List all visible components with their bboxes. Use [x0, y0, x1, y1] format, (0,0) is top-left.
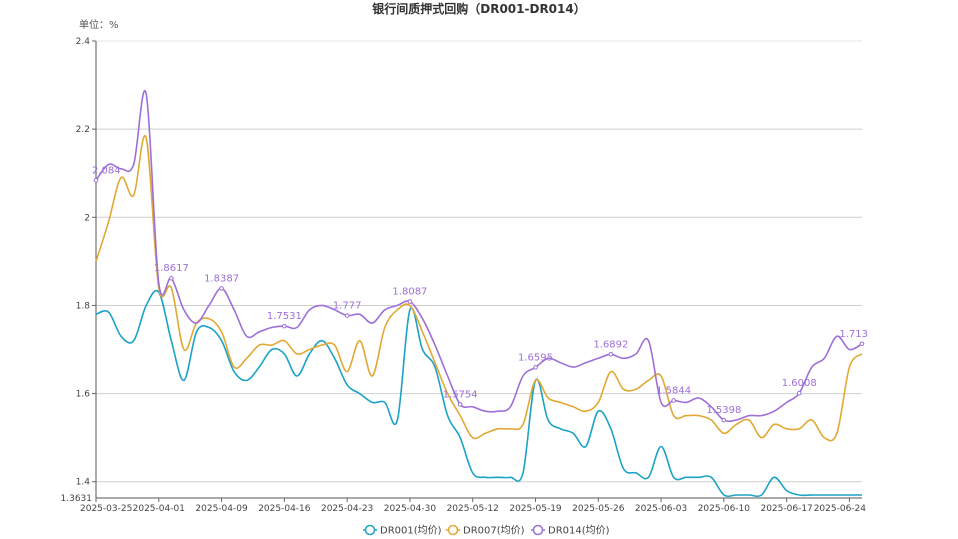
data-label: 2.084: [92, 165, 121, 176]
data-point-marker: [533, 365, 538, 370]
data-label: 1.6008: [782, 378, 817, 389]
x-tick-label: 2025-04-16: [258, 504, 311, 514]
legend-label: DR007(均价): [463, 525, 525, 537]
grid-lines: [96, 40, 862, 483]
data-point-marker: [671, 398, 676, 403]
legend-item-1[interactable]: DR001(均价): [363, 525, 442, 537]
series-line-3: [95, 89, 863, 423]
x-tick-label: 2025-05-26: [572, 504, 625, 514]
data-label: 1.5754: [443, 389, 478, 400]
y-tick-label: 1.4: [76, 478, 91, 488]
y-tick-label: 1.6: [76, 390, 91, 400]
data-point-marker: [282, 323, 287, 329]
unit-label: 单位：%: [79, 18, 119, 31]
x-tick-label: 2025-04-30: [384, 504, 437, 514]
x-tick-label: 2025-06-24: [814, 504, 867, 514]
data-label: 1.6595: [518, 352, 553, 363]
data-label: 1.6892: [593, 339, 628, 350]
legend-marker: [447, 524, 459, 536]
data-point-marker: [93, 177, 99, 183]
y-tick-label: 2: [84, 213, 90, 223]
data-label: 1.8617: [154, 263, 189, 274]
legend-item-3[interactable]: DR014(均价): [531, 525, 610, 537]
data-label: 1.8087: [392, 287, 427, 298]
legend-marker: [364, 524, 376, 536]
series-line-2: [95, 134, 863, 442]
data-point-marker: [796, 390, 802, 396]
data-label: 1.5398: [706, 405, 741, 416]
x-tick-label: 2025-04-01: [133, 504, 185, 514]
x-axis-ticks: 2025-03-25 2025-04-01 2025-04-09 2025-04-16…: [80, 498, 866, 514]
data-label: 1.713: [839, 329, 868, 340]
data-label: 1.5844: [656, 385, 691, 396]
legend[interactable]: DR001(均价) DR007(均价) DR014(均价): [363, 525, 610, 537]
y-tick-label: 2.2: [76, 125, 90, 135]
x-tick-label: 2025-05-12: [447, 504, 499, 514]
data-point-marker: [721, 417, 727, 423]
y-tick-label: 1.8: [76, 301, 91, 311]
axes: [95, 41, 862, 499]
data-point-marker: [859, 341, 865, 347]
legend-label: DR014(均价): [548, 525, 610, 537]
data-label: 1.7531: [267, 311, 302, 322]
x-tick-label: 2025-06-10: [698, 504, 751, 514]
data-point-marker: [407, 299, 413, 304]
x-tick-label: 2025-03-25: [80, 504, 132, 514]
x-tick-label: 2025-06-03: [635, 504, 687, 514]
x-tick-label: 2025-06-17: [760, 504, 812, 514]
x-tick-label: 2025-04-09: [195, 504, 248, 514]
data-labels: 2.084 1.8617 1.8387 1.7531 1.777 1.8087 1.5754…: [92, 165, 868, 423]
chart-title: 银行间质押式回购（DR001-DR014）: [372, 1, 585, 16]
legend-marker: [532, 524, 544, 536]
data-point-marker: [344, 313, 350, 318]
data-point-marker: [608, 351, 614, 357]
data-label: 1.8387: [204, 273, 239, 284]
series-line-1: [95, 289, 862, 498]
x-tick-label: 2025-05-19: [509, 504, 562, 514]
y-min-label: 1.3631: [61, 494, 93, 504]
data-point-marker: [457, 402, 463, 407]
legend-label: DR001(均价): [380, 525, 442, 537]
data-label: 1.777: [333, 301, 362, 312]
data-point-marker: [169, 275, 174, 281]
y-tick-label: 2.4: [76, 37, 91, 47]
y-axis-ticks: 1.4 1.6 1.8 2 2.2 2.4 1.3631: [61, 37, 96, 504]
series-lines: [95, 89, 863, 498]
data-point-marker: [219, 286, 224, 291]
x-tick-label: 2025-04-23: [321, 504, 373, 514]
legend-item-2[interactable]: DR007(均价): [446, 525, 525, 537]
